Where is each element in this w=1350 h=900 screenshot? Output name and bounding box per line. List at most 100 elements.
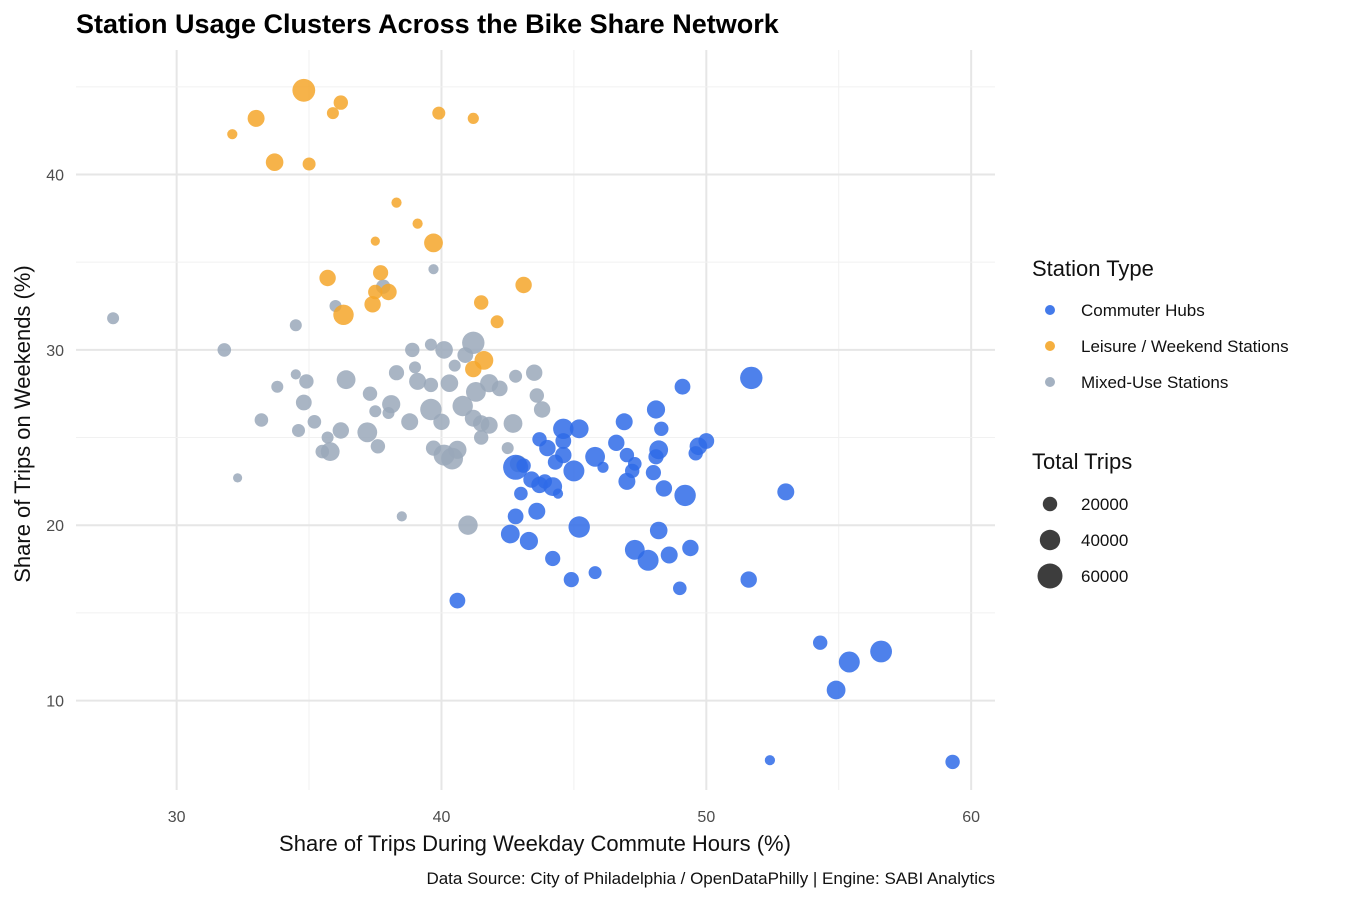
- legend-key: [1045, 305, 1055, 315]
- point-commuter-hubs: [838, 651, 860, 673]
- point-mixed-use-stations: [428, 264, 439, 275]
- point-leisure-weekend-stations: [424, 233, 443, 253]
- point-mixed-use-stations: [254, 413, 269, 427]
- point-leisure-weekend-stations: [333, 95, 348, 110]
- chart-title: Station Usage Clusters Across the Bike S…: [76, 9, 780, 39]
- size-legend-key: [1042, 496, 1058, 512]
- point-commuter-hubs: [660, 546, 678, 564]
- point-commuter-hubs: [870, 640, 892, 663]
- point-mixed-use-stations: [332, 422, 349, 439]
- point-commuter-hubs: [682, 539, 699, 557]
- point-leisure-weekend-stations: [490, 315, 504, 329]
- point-commuter-hubs: [568, 516, 590, 538]
- point-leisure-weekend-stations: [247, 109, 265, 127]
- point-commuter-hubs: [500, 524, 520, 544]
- point-commuter-hubs: [539, 439, 556, 457]
- point-mixed-use-stations: [396, 511, 407, 522]
- y-tick-label: 20: [46, 518, 64, 535]
- legend: Station Type Commuter Hubs Leisure / Week…: [1032, 256, 1289, 589]
- point-leisure-weekend-stations: [265, 153, 284, 171]
- point-commuter-hubs: [645, 465, 662, 481]
- point-mixed-use-stations: [370, 439, 386, 454]
- point-mixed-use-stations: [405, 342, 420, 358]
- size-legend-key: [1039, 529, 1061, 551]
- point-leisure-weekend-stations: [380, 283, 397, 301]
- point-commuter-hubs: [674, 378, 691, 395]
- point-mixed-use-stations: [448, 359, 461, 372]
- point-mixed-use-stations: [435, 341, 453, 359]
- point-mixed-use-stations: [362, 386, 378, 401]
- point-mixed-use-stations: [466, 382, 486, 402]
- size-legend-label: 60000: [1081, 567, 1128, 586]
- point-leisure-weekend-stations: [467, 112, 479, 124]
- size-legend: 20000 40000 60000: [1037, 495, 1128, 589]
- point-mixed-use-stations: [433, 413, 450, 430]
- chart-caption: Data Source: City of Philadelphia / Open…: [426, 869, 995, 888]
- point-commuter-hubs: [673, 581, 687, 596]
- point-leisure-weekend-stations: [391, 197, 402, 208]
- point-commuter-hubs: [764, 755, 776, 766]
- y-tick-label: 10: [46, 694, 64, 711]
- point-commuter-hubs: [519, 531, 539, 551]
- point-commuter-hubs: [552, 488, 564, 499]
- point-commuter-hubs: [449, 592, 466, 609]
- point-commuter-hubs: [597, 461, 609, 473]
- size-legend-label: 20000: [1081, 495, 1128, 514]
- point-mixed-use-stations: [462, 331, 485, 354]
- point-commuter-hubs: [740, 571, 757, 588]
- point-mixed-use-stations: [107, 312, 120, 325]
- y-axis-ticks: 10 20 30 40: [46, 168, 64, 711]
- point-mixed-use-stations: [388, 365, 405, 381]
- x-axis-ticks: 30 40 50 60: [168, 809, 980, 826]
- point-mixed-use-stations: [271, 380, 284, 393]
- point-commuter-hubs: [507, 508, 524, 525]
- point-mixed-use-stations: [289, 319, 302, 332]
- point-leisure-weekend-stations: [474, 295, 489, 310]
- point-mixed-use-stations: [369, 405, 382, 418]
- point-mixed-use-stations: [533, 401, 551, 418]
- point-mixed-use-stations: [299, 374, 314, 389]
- point-commuter-hubs: [585, 446, 605, 467]
- point-commuter-hubs: [514, 486, 528, 501]
- y-axis-title: Share of Trips on Weekends (%): [10, 265, 35, 583]
- point-commuter-hubs: [588, 566, 602, 580]
- point-commuter-hubs: [813, 635, 828, 650]
- legend-key: [1045, 341, 1055, 351]
- point-mixed-use-stations: [217, 343, 232, 357]
- y-tick-label: 30: [46, 343, 64, 360]
- point-commuter-hubs: [777, 483, 795, 501]
- x-axis-title: Share of Trips During Weekday Commute Ho…: [279, 831, 791, 856]
- size-legend-label: 40000: [1081, 531, 1128, 550]
- point-leisure-weekend-stations: [368, 284, 383, 300]
- color-legend: Commuter Hubs Leisure / Weekend Stations M…: [1045, 301, 1289, 392]
- point-leisure-weekend-stations: [515, 276, 532, 294]
- x-tick-label: 40: [433, 809, 451, 826]
- point-mixed-use-stations: [474, 430, 489, 445]
- point-commuter-hubs: [563, 460, 585, 482]
- point-mixed-use-stations: [409, 372, 427, 390]
- point-mixed-use-stations: [424, 338, 437, 351]
- point-mixed-use-stations: [295, 394, 312, 411]
- point-leisure-weekend-stations: [326, 107, 339, 120]
- point-commuter-hubs: [608, 434, 625, 451]
- point-leisure-weekend-stations: [370, 236, 380, 246]
- point-mixed-use-stations: [292, 424, 305, 437]
- point-mixed-use-stations: [357, 422, 378, 443]
- grid-lines: [76, 50, 995, 790]
- point-leisure-weekend-stations: [432, 106, 446, 120]
- legend-label: Mixed-Use Stations: [1081, 373, 1228, 392]
- point-commuter-hubs: [655, 480, 673, 497]
- point-leisure-weekend-stations: [412, 218, 423, 229]
- point-commuter-hubs: [648, 449, 664, 465]
- point-commuter-hubs: [637, 549, 659, 571]
- point-leisure-weekend-stations: [465, 360, 482, 378]
- point-commuter-hubs: [569, 419, 589, 439]
- point-mixed-use-stations: [233, 473, 243, 483]
- point-commuter-hubs: [740, 366, 763, 390]
- point-mixed-use-stations: [423, 377, 439, 393]
- point-leisure-weekend-stations: [292, 78, 316, 102]
- legend-label: Leisure / Weekend Stations: [1081, 337, 1289, 356]
- point-mixed-use-stations: [307, 415, 322, 429]
- point-leisure-weekend-stations: [373, 265, 389, 281]
- point-commuter-hubs: [649, 521, 668, 540]
